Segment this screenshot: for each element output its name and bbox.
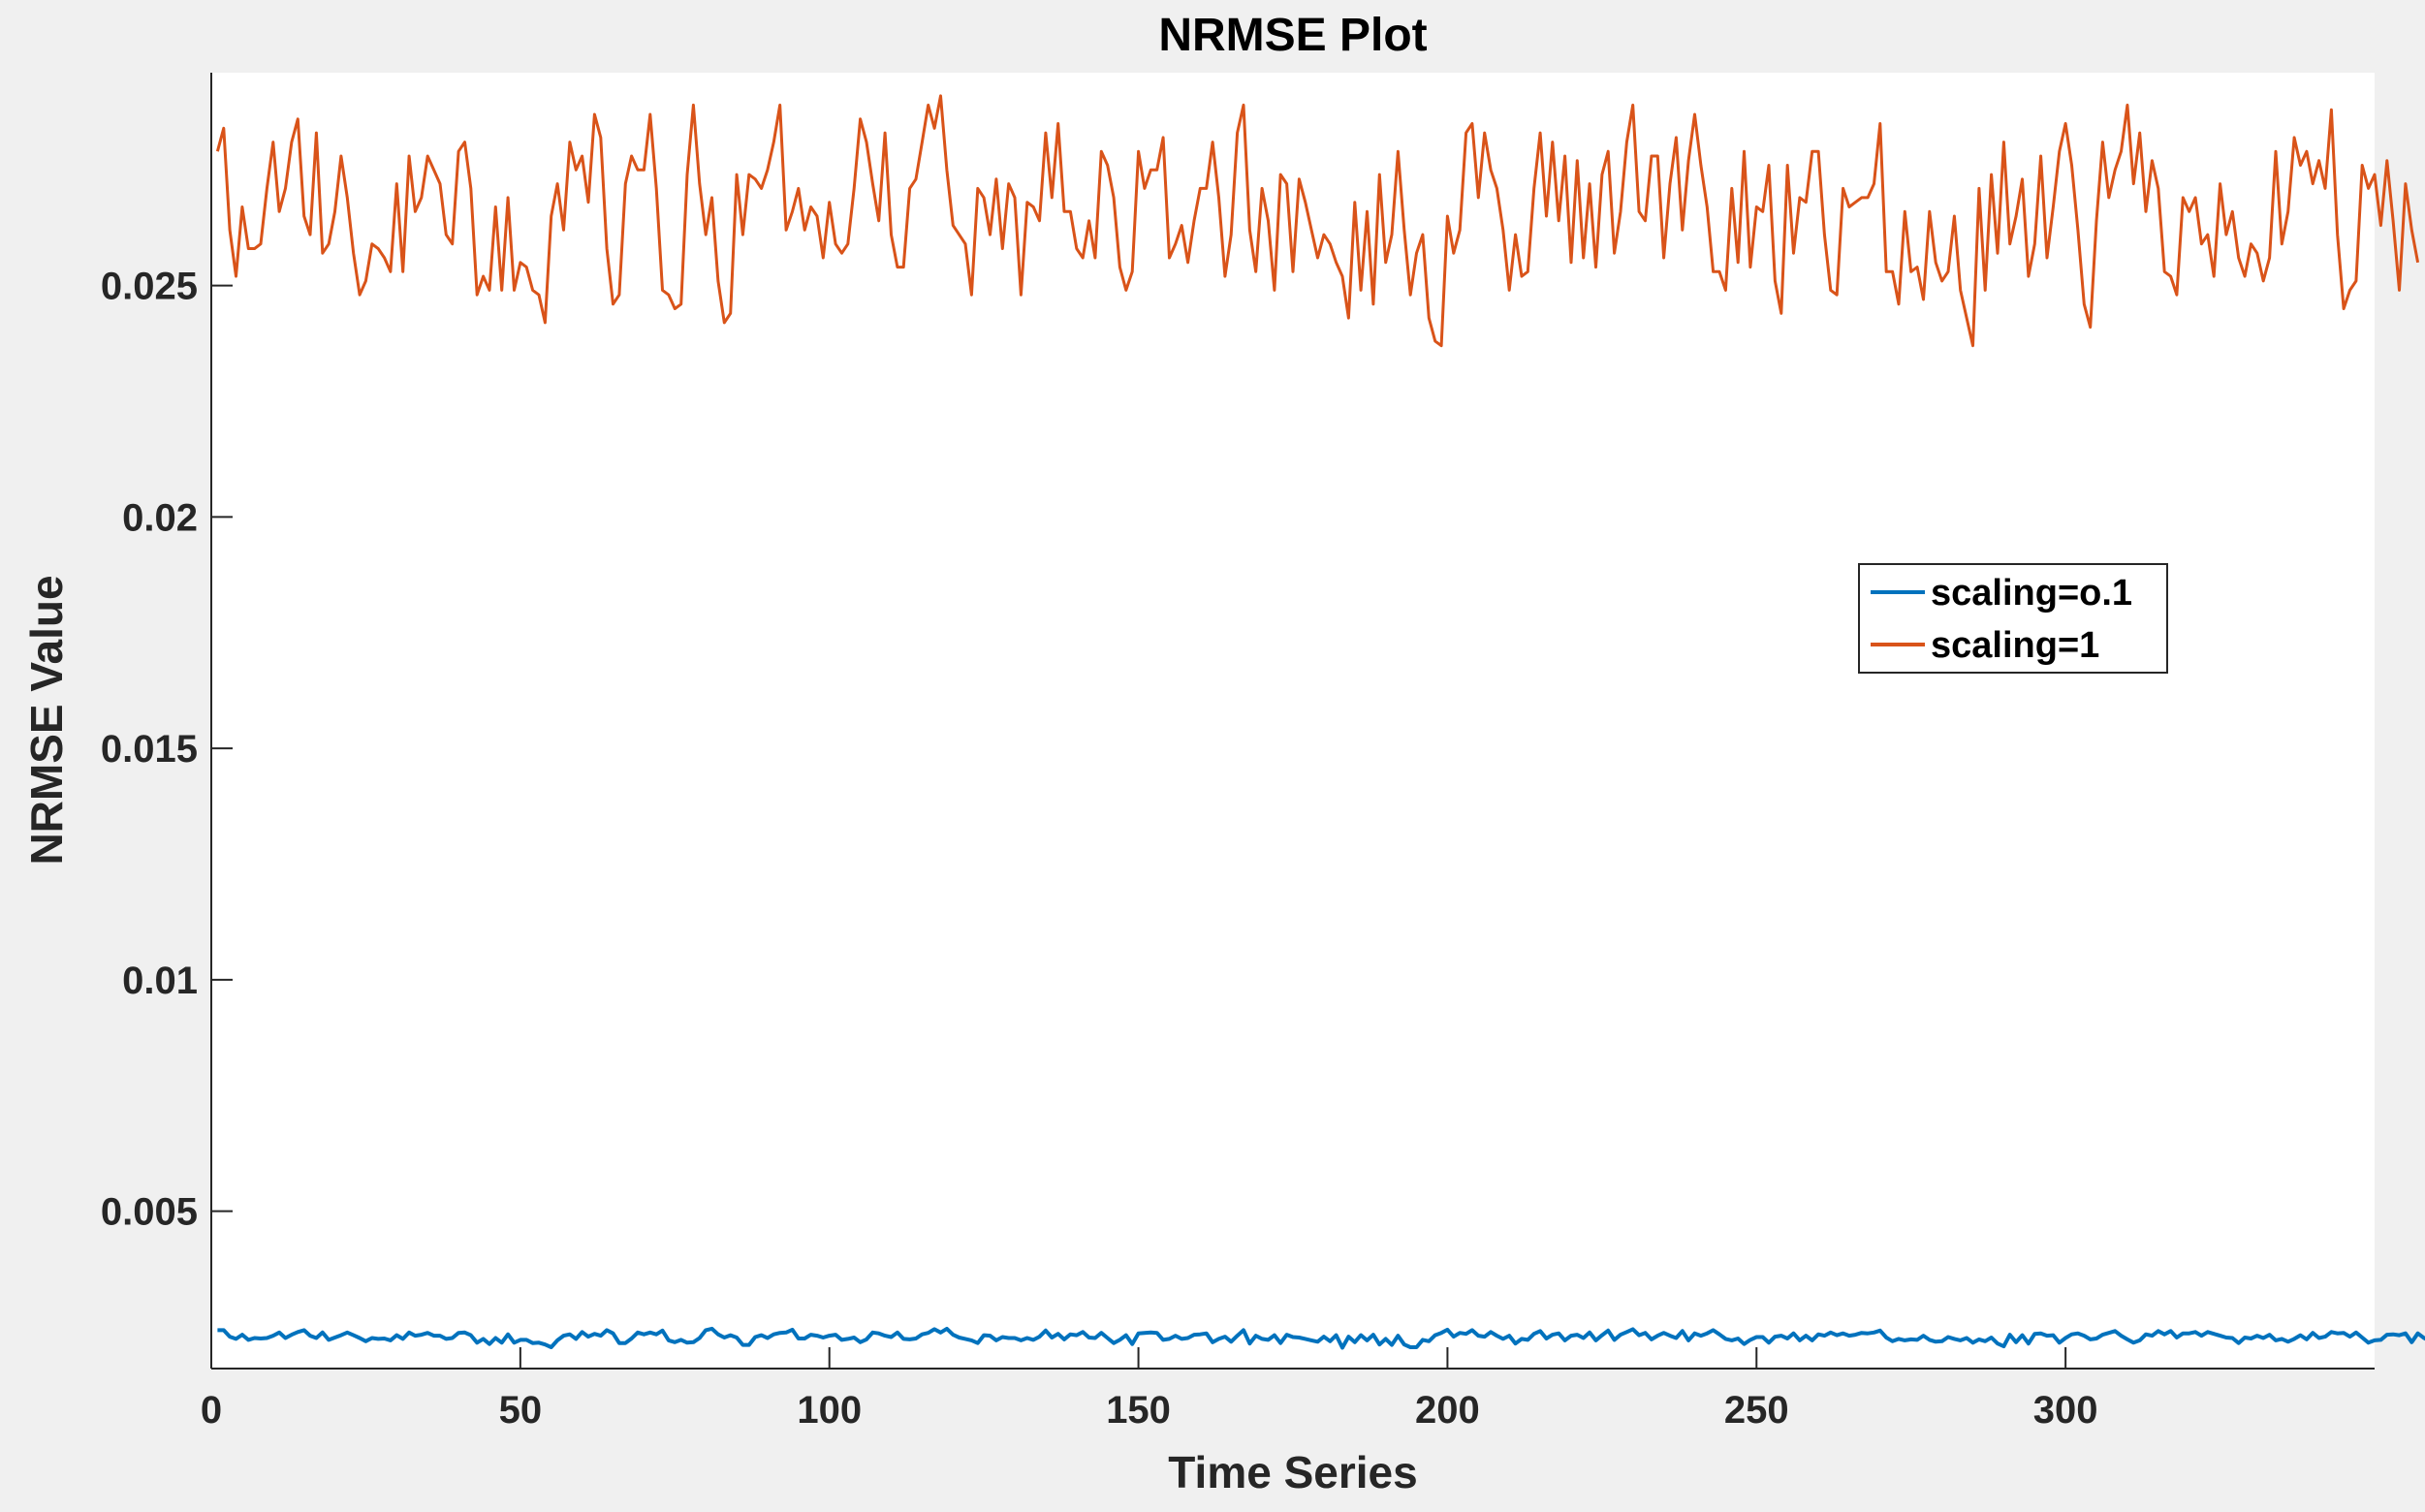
x-tick-label: 300 — [2033, 1389, 2098, 1432]
y-tick-label: 0.01 — [122, 960, 198, 1002]
x-axis-label: Time Series — [1168, 1447, 1417, 1497]
series-line-scaling-o-1 — [217, 1326, 2425, 1350]
plot-area — [211, 73, 2375, 1369]
axes-box — [210, 73, 2375, 1370]
series-line-scaling-1 — [215, 94, 2420, 348]
y-tick-label: 0.015 — [101, 728, 198, 771]
x-tick-label: 100 — [797, 1389, 862, 1432]
x-ticks: 0 50 100 150 200 250 300 — [201, 1347, 2098, 1432]
x-tick-label: 250 — [1724, 1389, 1789, 1432]
x-tick-label: 50 — [499, 1389, 543, 1432]
series-layer — [215, 94, 2425, 1350]
x-tick-label: 0 — [201, 1389, 222, 1432]
legend-label-scaling-1: scaling=1 — [1931, 625, 2099, 666]
y-tick-label: 0.02 — [122, 496, 198, 539]
x-tick-label: 200 — [1415, 1389, 1480, 1432]
y-tick-label: 0.025 — [101, 266, 198, 308]
y-ticks: 0.005 0.01 0.015 0.02 0.025 — [101, 266, 233, 1234]
legend-box — [1858, 563, 2168, 674]
y-axis-label: NRMSE Value — [21, 575, 72, 865]
y-tick-label: 0.005 — [101, 1191, 198, 1234]
legend: scaling=o.1 scaling=1 — [1858, 563, 2168, 674]
legend-label-scaling-0.1: scaling=o.1 — [1931, 573, 2132, 614]
x-tick-label: 150 — [1106, 1389, 1171, 1432]
chart-title: NRMSE Plot — [1158, 10, 1427, 61]
